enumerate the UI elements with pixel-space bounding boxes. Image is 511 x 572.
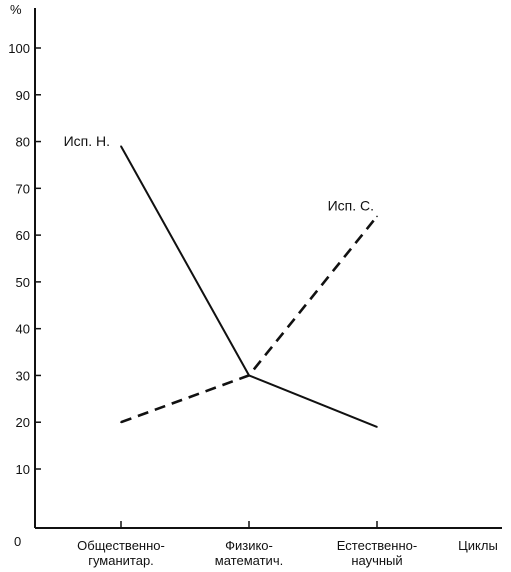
series-lines: [120, 145, 379, 428]
y-tick-label: 90: [16, 88, 30, 103]
x-tick-label: научный: [351, 553, 402, 568]
y-tick-label: 100: [8, 41, 30, 56]
series-label-isp-n: Исп. Н.: [64, 133, 110, 149]
axes: %0: [10, 2, 502, 549]
y-tick-label: 10: [16, 462, 30, 477]
y-tick-label: 40: [16, 322, 30, 337]
data-point: [376, 426, 378, 428]
data-point: [376, 215, 378, 218]
x-tick-label: Естественно-: [337, 538, 417, 553]
y-tick-label: 60: [16, 228, 30, 243]
y-tick-label: 30: [16, 368, 30, 383]
x-tick-label: Физико-: [225, 538, 273, 553]
x-axis-label: Циклы: [458, 538, 498, 553]
y-ticks: 10 20 30 40 50 60 70 80 90 100: [8, 41, 41, 477]
labels: Исп. Н. Исп. С.: [64, 133, 374, 213]
origin-label: 0: [14, 534, 21, 549]
y-tick-label: 70: [16, 181, 30, 196]
data-point: [120, 145, 122, 147]
y-tick-label: 50: [16, 275, 30, 290]
data-point: [120, 421, 122, 424]
data-point: [248, 374, 250, 377]
y-tick-label: 20: [16, 415, 30, 430]
x-ticks: Общественно-гуманитар. Физико-математич. Е…: [77, 521, 498, 568]
x-tick-label: Общественно-: [77, 538, 165, 553]
series-line-isp-s: [120, 215, 379, 424]
x-tick-label: гуманитар.: [88, 553, 154, 568]
series-line-isp-n: [120, 145, 378, 428]
x-tick-label: математич.: [215, 553, 283, 568]
series-label-isp-s: Исп. С.: [328, 197, 374, 213]
y-axis-label: %: [10, 2, 22, 17]
y-tick-label: 80: [16, 135, 30, 150]
